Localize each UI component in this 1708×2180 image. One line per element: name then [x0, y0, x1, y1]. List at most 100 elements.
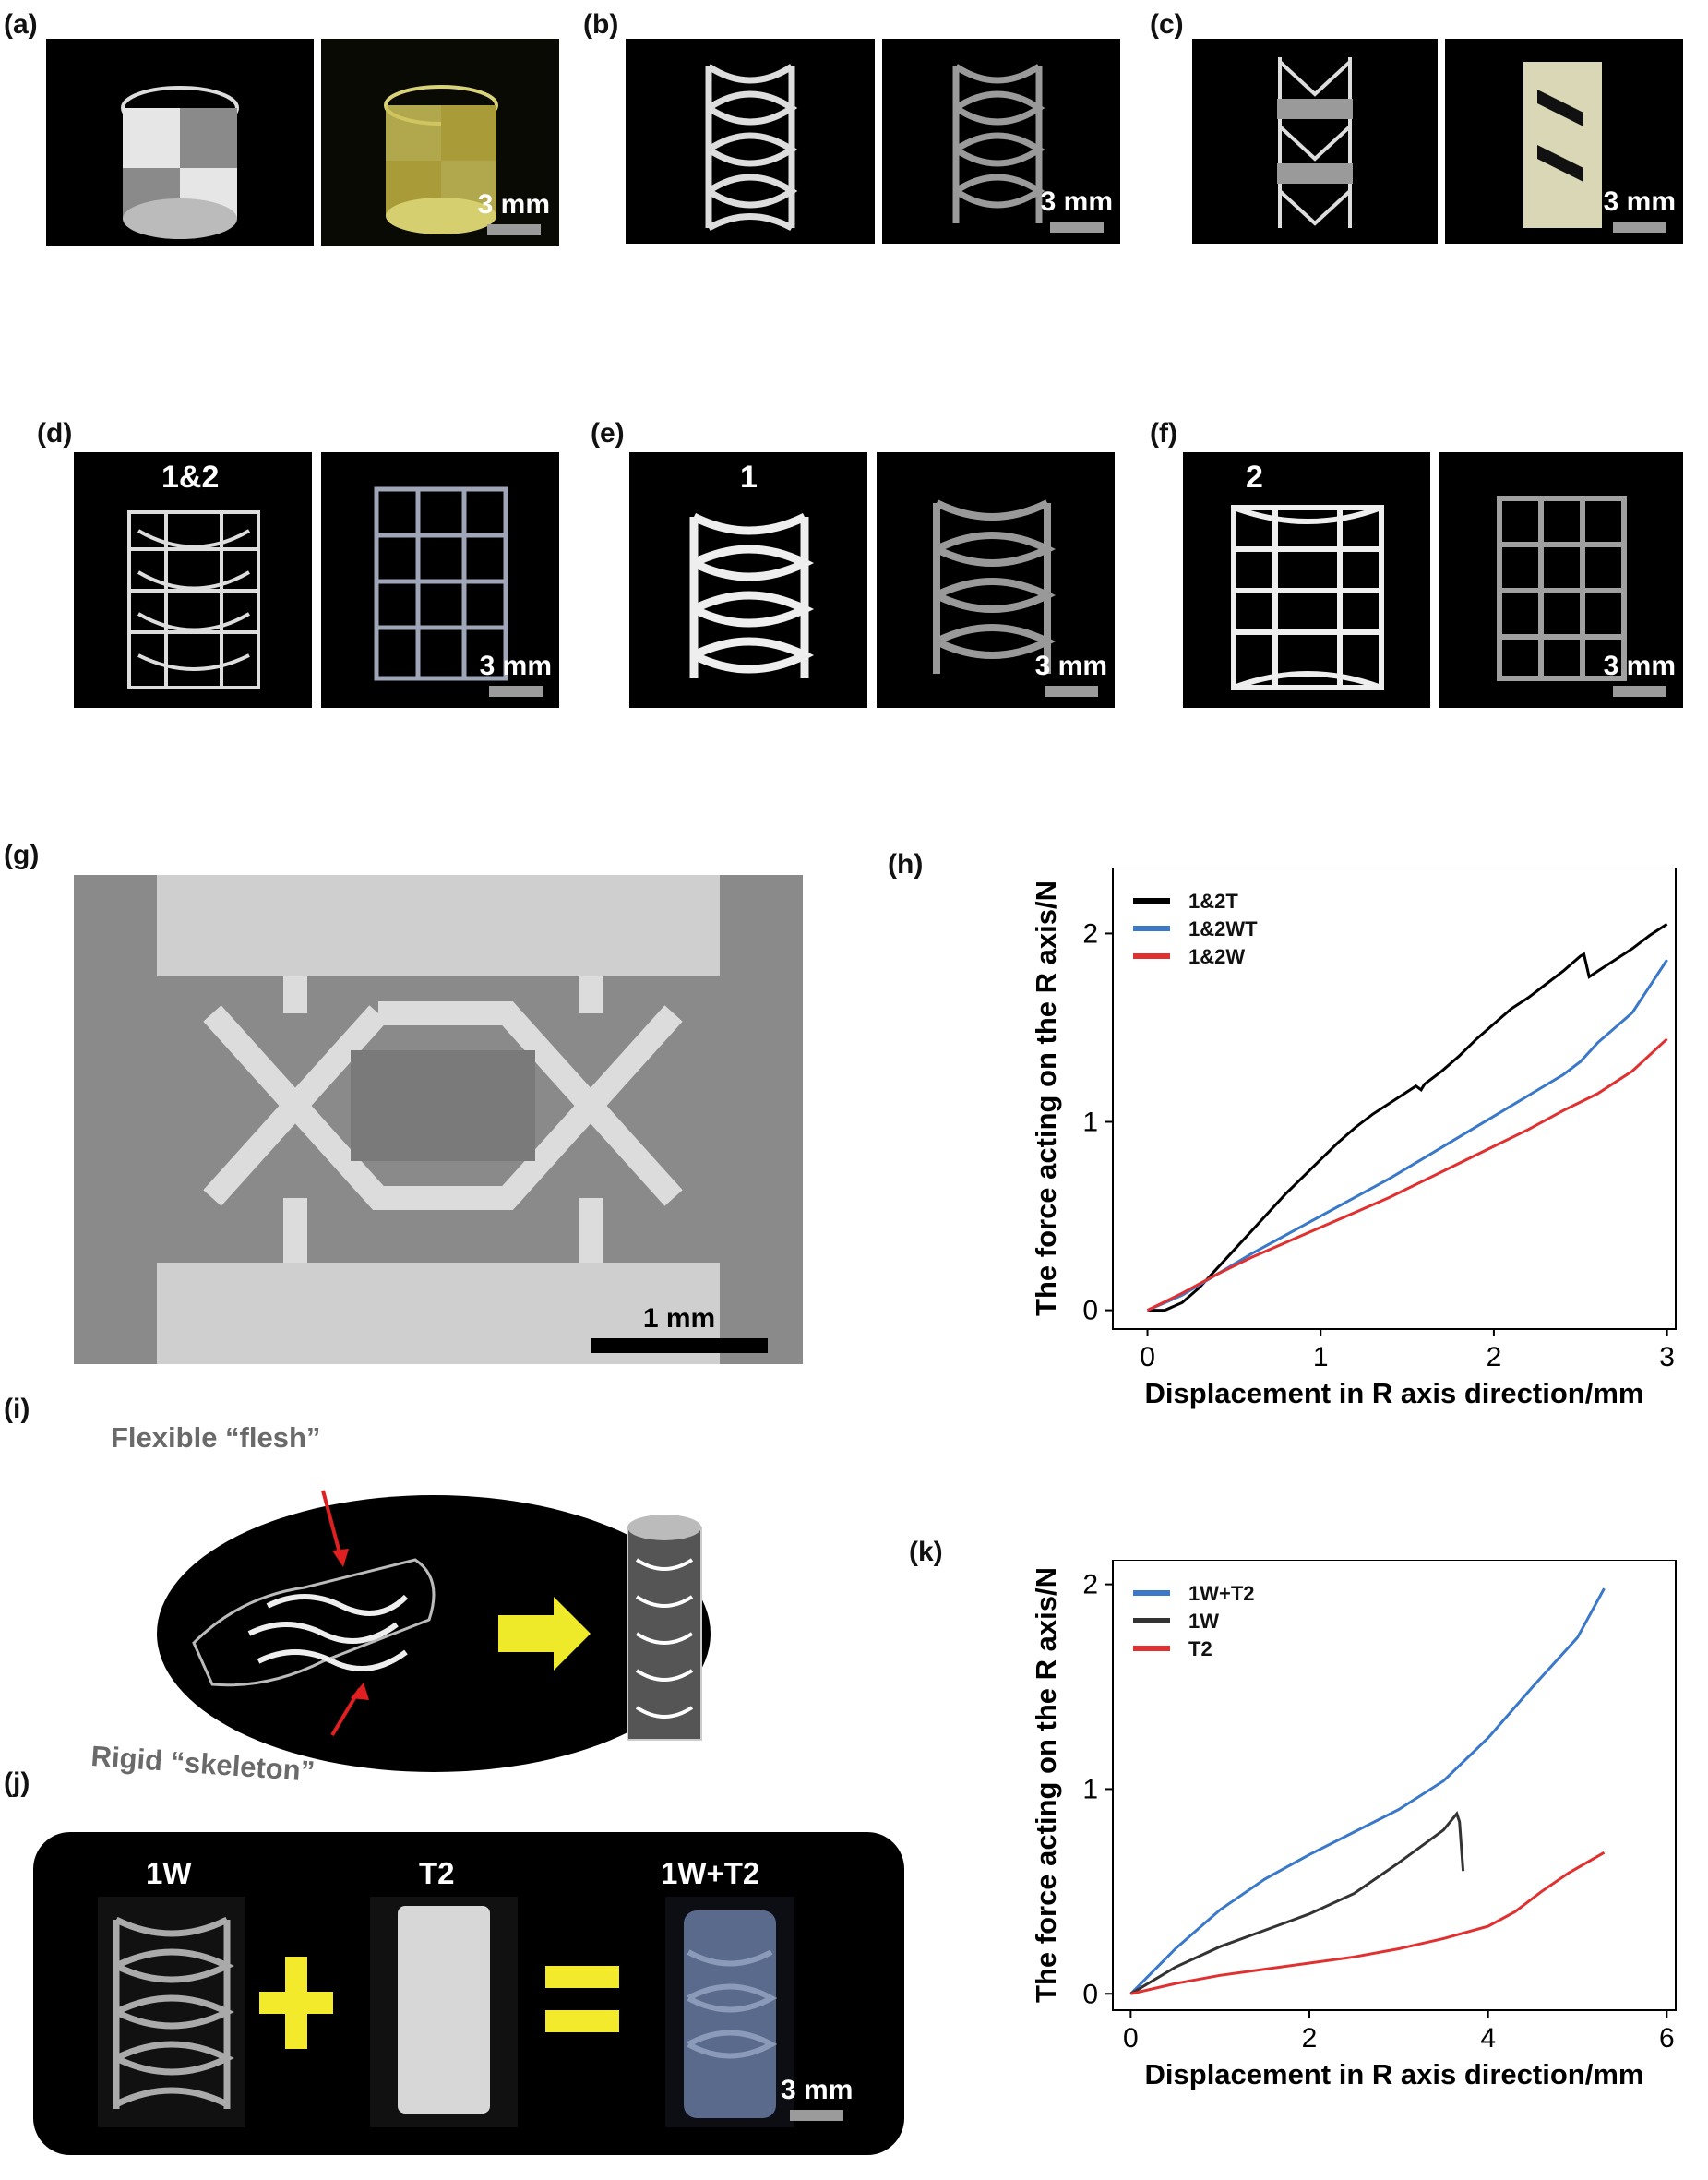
panel-g-label: (g) [4, 840, 40, 870]
chart-h-svg: 0 1 2 3 0 1 2 Displacement in R axis direction/… [1030, 867, 1677, 1409]
plot-frame [1112, 1559, 1677, 2011]
scale-bar-label: 3 mm [781, 2075, 854, 2105]
panel-b-model [626, 39, 875, 244]
legend-label: 1&2W [1188, 945, 1245, 968]
cylinder-photo-graphic [384, 85, 498, 234]
item-t2-label: T2 [419, 1856, 455, 1890]
scale-bar: 3 mm [1041, 188, 1113, 233]
x-tick-label: 2 [1302, 2023, 1318, 2054]
structure-tag: 1 [740, 460, 758, 495]
panel-j-combination: 1W T2 1W+T2 3 mm [33, 1832, 904, 2155]
scale-bar: 3 mm [480, 653, 552, 697]
series-line-1W+T2 [1129, 1587, 1606, 1995]
composite-stent-photo [665, 1897, 794, 2127]
panel-c-label: (c) [1150, 9, 1184, 40]
x-tick-label: 3 [1659, 1342, 1675, 1372]
panel-a-photo: 3 mm [321, 39, 559, 246]
x-tick-label: 2 [1487, 1342, 1502, 1372]
y-tick-label: 2 [1082, 1570, 1098, 1600]
legend-label: 1W+T2 [1188, 1582, 1255, 1605]
panel-g-sem-image: 1 mm [74, 875, 803, 1364]
x-tick-label: 0 [1140, 1342, 1155, 1372]
stent-1-model-graphic [689, 512, 815, 678]
panel-a-label: (a) [4, 9, 38, 40]
series-line-1W [1129, 1811, 1465, 1995]
y-tick-label: 0 [1082, 1979, 1098, 2009]
panel-k-label: (k) [909, 1537, 943, 1567]
chart-h: 0 1 2 3 0 1 2 Displacement in R axis direction/… [1015, 867, 1679, 1421]
scale-bar: 3 mm [1604, 188, 1676, 233]
legend-label: 1&2T [1188, 890, 1238, 913]
item-1w-label: 1W [146, 1856, 192, 1890]
stent-1-2-photo-graphic [374, 486, 508, 681]
panel-e-label: (e) [591, 418, 625, 449]
y-tick-label: 2 [1082, 918, 1098, 949]
x-tick-label: 0 [1123, 2023, 1139, 2054]
x-tick-label: 4 [1480, 2023, 1496, 2054]
panel-i-label: (i) [4, 1394, 30, 1424]
panel-j-label: (j) [4, 1767, 30, 1798]
scale-bar-label: 3 mm [1603, 186, 1676, 217]
panel-f-photo: 3 mm [1439, 452, 1683, 708]
cylinder-model-graphic [121, 86, 239, 239]
y-tick-label: 1 [1082, 1108, 1098, 1138]
series-line-1&2WT [1146, 959, 1668, 1312]
stent-2-photo-graphic [1497, 496, 1627, 681]
plus-icon [259, 1957, 333, 2049]
x-axis-label: Displacement in R axis direction/mm [1145, 2058, 1644, 2090]
scale-bar-label: 3 mm [479, 651, 552, 681]
scale-bar: 3 mm [1035, 653, 1107, 697]
structure-tag: 2 [1246, 460, 1263, 495]
scale-bar-label: 3 mm [1603, 651, 1676, 681]
flexible-flesh-label: Flexible “flesh” [111, 1421, 321, 1454]
scale-bar-label: 1 mm [642, 1303, 716, 1334]
scale-bar: 3 mm [781, 2077, 853, 2121]
scale-bar-label: 3 mm [477, 189, 550, 220]
scale-bar: 3 mm [478, 191, 550, 235]
panel-d-photo: 3 mm [321, 452, 559, 708]
panel-i-schematic: Flexible “flesh” Rigid “skeleton” [90, 1421, 757, 1788]
structure-tag: 1&2 [161, 460, 220, 495]
panel-e-photo: 3 mm [877, 452, 1115, 708]
hybrid-stent-photo-graphic [1523, 62, 1602, 228]
legend-label: 1&2WT [1188, 917, 1258, 940]
panel-c-model [1192, 39, 1438, 244]
item-1w-t2-label: 1W+T2 [661, 1856, 760, 1890]
legend-label: T2 [1188, 1637, 1212, 1660]
stent-2-model-graphic [1231, 505, 1384, 690]
flesh-skeleton-schematic [157, 1490, 711, 1772]
series-line-T2 [1130, 1851, 1606, 1995]
sem-micrograph-graphic [74, 875, 803, 1364]
scale-bar: 3 mm [1604, 653, 1676, 697]
tube-t2-photo [370, 1897, 518, 2127]
x-tick-label: 1 [1313, 1342, 1329, 1372]
stent-photo-graphic [952, 64, 1045, 223]
panel-d-model: 1&2 [74, 452, 312, 708]
x-axis-label: Displacement in R axis direction/mm [1145, 1377, 1644, 1409]
y-tick-label: 0 [1082, 1296, 1098, 1326]
panel-f-label: (f) [1150, 418, 1177, 449]
panel-c-photo: 3 mm [1445, 39, 1683, 244]
panel-b-label: (b) [583, 9, 619, 40]
legend-label: 1W [1188, 1610, 1219, 1633]
panel-a-model [46, 39, 314, 246]
chart-k-svg: 0 2 4 6 0 1 2 Displacement in R axis direction/… [1030, 1559, 1677, 2090]
stent-1-photo-graphic [933, 499, 1056, 674]
series-line-1&2W [1146, 1037, 1668, 1312]
scale-bar-label: 3 mm [1040, 186, 1113, 217]
x-tick-label: 6 [1659, 2023, 1675, 2054]
y-tick-label: 1 [1082, 1774, 1098, 1804]
scale-bar: 1 mm [591, 1303, 768, 1353]
y-axis-label: The force acting on the R axis/N [1030, 880, 1062, 1316]
plot-frame [1112, 867, 1677, 1330]
series-line-1&2T [1147, 922, 1668, 1312]
panel-b-photo: 3 mm [882, 39, 1120, 244]
panel-h-label: (h) [888, 849, 924, 880]
scale-bar-label: 3 mm [1034, 651, 1107, 681]
panel-e-model: 1 [629, 452, 867, 708]
panel-d-label: (d) [37, 418, 73, 449]
hybrid-stent-model-graphic [1277, 57, 1353, 228]
y-axis-label: The force acting on the R axis/N [1030, 1567, 1062, 2003]
stent-model-graphic [705, 64, 798, 232]
stent-1w-photo [98, 1897, 245, 2127]
